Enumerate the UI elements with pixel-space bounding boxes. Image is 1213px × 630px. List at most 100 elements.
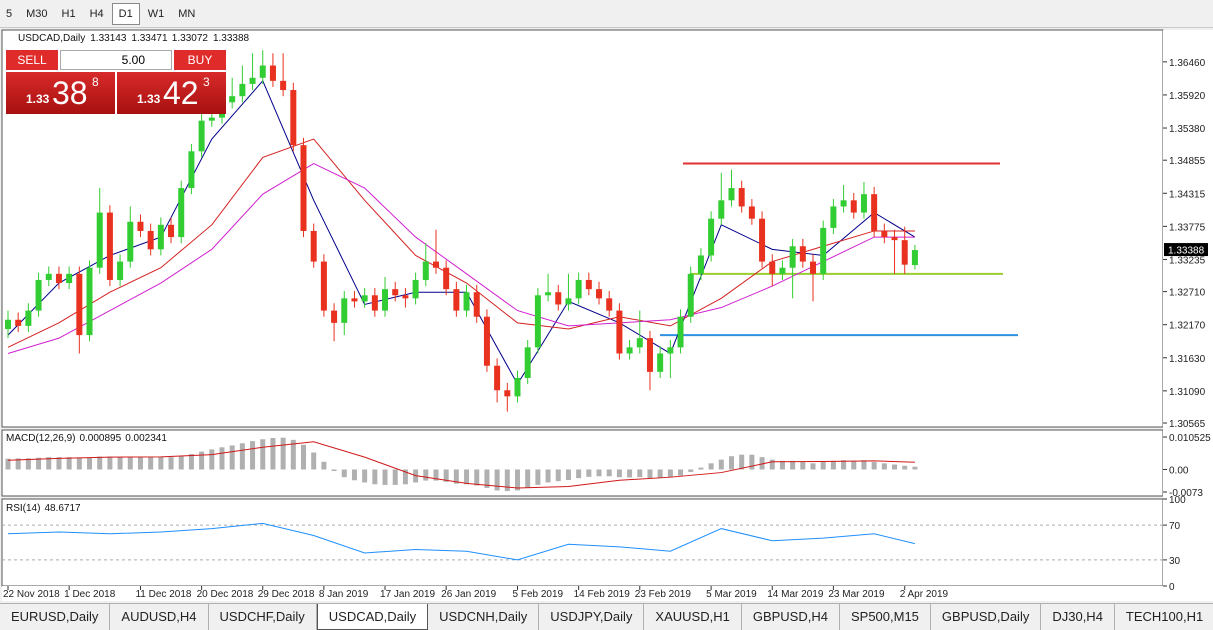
macd-bar: [830, 460, 836, 470]
chart-tab[interactable]: TECH100,H1: [1115, 604, 1213, 630]
ohlc-value: 1.33072: [172, 33, 209, 44]
macd-bar: [484, 469, 490, 488]
x-tick-label: 20 Dec 2018: [197, 589, 254, 600]
chart-tab[interactable]: XAUUSD,H1: [644, 604, 742, 630]
candle-body: [636, 338, 643, 348]
x-tick-label: 29 Dec 2018: [258, 589, 315, 600]
candle-body: [178, 188, 185, 238]
macd-bar: [606, 469, 612, 477]
candle-body: [310, 230, 317, 262]
candle-body: [25, 310, 32, 326]
macd-bar: [749, 454, 755, 470]
macd-bar: [250, 441, 256, 470]
chart-tab[interactable]: USDCAD,Daily: [316, 604, 429, 630]
candle-body: [728, 188, 735, 201]
macd-bar: [718, 459, 724, 470]
candle-body: [290, 90, 297, 146]
macd-bar: [565, 469, 571, 480]
y-tick-label: 70: [1169, 521, 1181, 532]
buy-price[interactable]: 1.33 42 3: [117, 72, 226, 114]
chart-tab[interactable]: GBPUSD,H4: [742, 604, 840, 630]
candle-body: [483, 316, 490, 366]
timeframe-button[interactable]: 5: [6, 7, 13, 20]
buy-price-pips: 42: [163, 75, 199, 111]
chart-tab[interactable]: EURUSD,Daily: [0, 604, 111, 630]
chart-tab[interactable]: USDJPY,Daily: [539, 604, 645, 630]
panel: [1, 429, 1164, 497]
buy-price-frac: 3: [203, 75, 210, 89]
candle-body: [901, 240, 908, 265]
y-tick-label: 1.35920: [1169, 91, 1206, 102]
macd-bar: [647, 469, 653, 479]
macd-bar: [199, 451, 205, 470]
chart-tab[interactable]: AUDUSD,H4: [110, 604, 209, 630]
macd-bar: [392, 469, 398, 485]
candle-body: [320, 261, 327, 311]
macd-bar: [504, 469, 510, 492]
sell-price[interactable]: 1.33 38 8: [6, 72, 115, 114]
macd-bar: [800, 462, 806, 470]
macd-bar: [148, 457, 154, 470]
chart-tab[interactable]: SP500,M15: [840, 604, 931, 630]
x-tick-label: 5 Mar 2019: [706, 589, 757, 600]
macd-bar: [402, 469, 408, 485]
candle-body: [422, 261, 429, 280]
candle-body: [137, 221, 144, 231]
macd-signal: [7, 441, 915, 489]
candle-body: [524, 347, 531, 378]
chart-tab[interactable]: GBPUSD,Daily: [931, 604, 1042, 630]
macd-bar: [15, 458, 21, 470]
macd-bar: [851, 460, 857, 470]
candle-body: [697, 255, 704, 274]
timeframe-button[interactable]: H4: [89, 7, 104, 20]
macd-bar: [555, 469, 561, 482]
timeframe-button[interactable]: D1: [111, 2, 140, 25]
candle-body: [759, 218, 766, 262]
macd-bar: [902, 465, 908, 470]
chart-tab[interactable]: DJ30,H4: [1041, 604, 1115, 630]
macd-bar: [280, 437, 286, 470]
timeframe-toolbar: 5 M30 H1 H4 D1 W1 MN: [0, 0, 1213, 28]
y-tick-label: 0.010525: [1169, 433, 1211, 444]
chart-tab[interactable]: USDCNH,Daily: [428, 604, 540, 630]
candle-body: [789, 246, 796, 268]
candle-body: [361, 295, 368, 302]
timeframe-button[interactable]: M30: [26, 7, 48, 20]
candle-body: [249, 77, 256, 84]
candle-body: [35, 279, 42, 311]
macd-bar: [443, 469, 449, 482]
macd-bar: [36, 457, 42, 470]
candle-body: [76, 273, 83, 336]
candle-body: [5, 319, 11, 329]
macd-value: 0.000895: [79, 433, 121, 444]
candle-body: [15, 319, 22, 326]
x-tick-label: 8 Jan 2019: [319, 589, 369, 600]
candle-body: [96, 212, 103, 268]
lot-input[interactable]: 5.00: [60, 50, 172, 70]
sell-button[interactable]: SELL: [6, 50, 58, 70]
candle-body: [392, 289, 399, 296]
chart-tab[interactable]: USDCHF,Daily: [209, 604, 317, 630]
timeframe-button[interactable]: W1: [147, 7, 165, 20]
x-tick-label: 2 Apr 2019: [900, 589, 949, 600]
timeframe-button[interactable]: H1: [61, 7, 76, 20]
macd-bar: [97, 456, 103, 470]
timeframe-button[interactable]: MN: [178, 7, 196, 20]
macd-bar: [769, 459, 775, 470]
y-tick-label: 100: [1169, 495, 1186, 506]
y-tick-label: 30: [1169, 556, 1181, 567]
macd-bar: [127, 456, 133, 470]
macd-bar: [667, 469, 673, 478]
macd-bar: [137, 456, 143, 470]
ohlc-value: 1.33388: [213, 33, 250, 44]
macd-bar: [382, 469, 388, 485]
sell-price-frac: 8: [92, 75, 99, 89]
candle-body: [117, 261, 124, 280]
candle-body: [820, 227, 827, 274]
buy-button[interactable]: BUY: [174, 50, 226, 70]
sell-price-big: 1.33: [26, 92, 50, 106]
macd-bar: [188, 454, 194, 470]
macd-bar: [586, 469, 592, 477]
macd-bar: [87, 457, 93, 470]
